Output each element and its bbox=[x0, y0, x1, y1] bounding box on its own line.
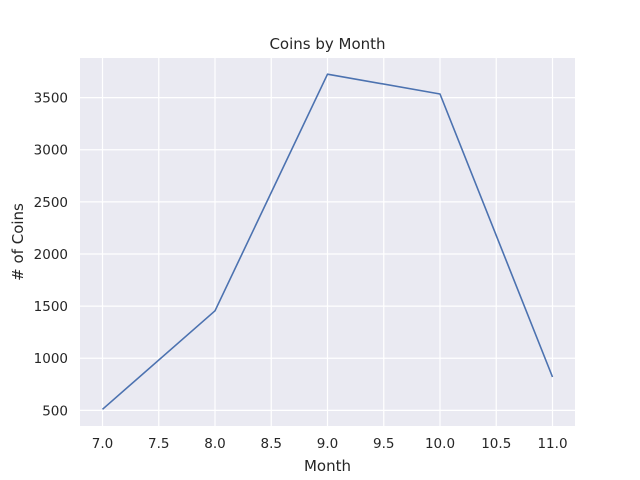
gridlines bbox=[80, 58, 575, 426]
y-tick-label: 3000 bbox=[34, 143, 68, 159]
y-axis-label: # of Coins bbox=[9, 203, 27, 281]
x-tick-label: 7.0 bbox=[92, 436, 113, 452]
x-axis-label: Month bbox=[304, 457, 351, 475]
series-line bbox=[101, 73, 554, 410]
x-tick-label: 10.0 bbox=[425, 436, 455, 452]
x-tick-label: 11.0 bbox=[537, 436, 567, 452]
x-tick-label: 8.5 bbox=[261, 436, 282, 452]
y-tick-label: 2500 bbox=[34, 195, 68, 211]
y-tick-label: 2000 bbox=[34, 247, 68, 263]
y-tick-label: 1500 bbox=[34, 299, 68, 315]
y-tick-label: 500 bbox=[42, 403, 68, 419]
x-tick-label: 7.5 bbox=[148, 436, 169, 452]
y-tick-labels: 500 1000 1500 2000 2500 3000 3500 bbox=[34, 91, 68, 420]
x-tick-labels: 7.0 7.5 8.0 8.5 9.0 9.5 10.0 10.5 11.0 bbox=[92, 436, 568, 452]
x-tick-label: 9.0 bbox=[317, 436, 338, 452]
x-tick-label: 8.0 bbox=[204, 436, 225, 452]
chart-title: Coins by Month bbox=[269, 35, 385, 53]
y-tick-label: 1000 bbox=[34, 351, 68, 367]
y-tick-label: 3500 bbox=[34, 91, 68, 107]
x-tick-label: 9.5 bbox=[373, 436, 394, 452]
x-tick-label: 10.5 bbox=[481, 436, 511, 452]
